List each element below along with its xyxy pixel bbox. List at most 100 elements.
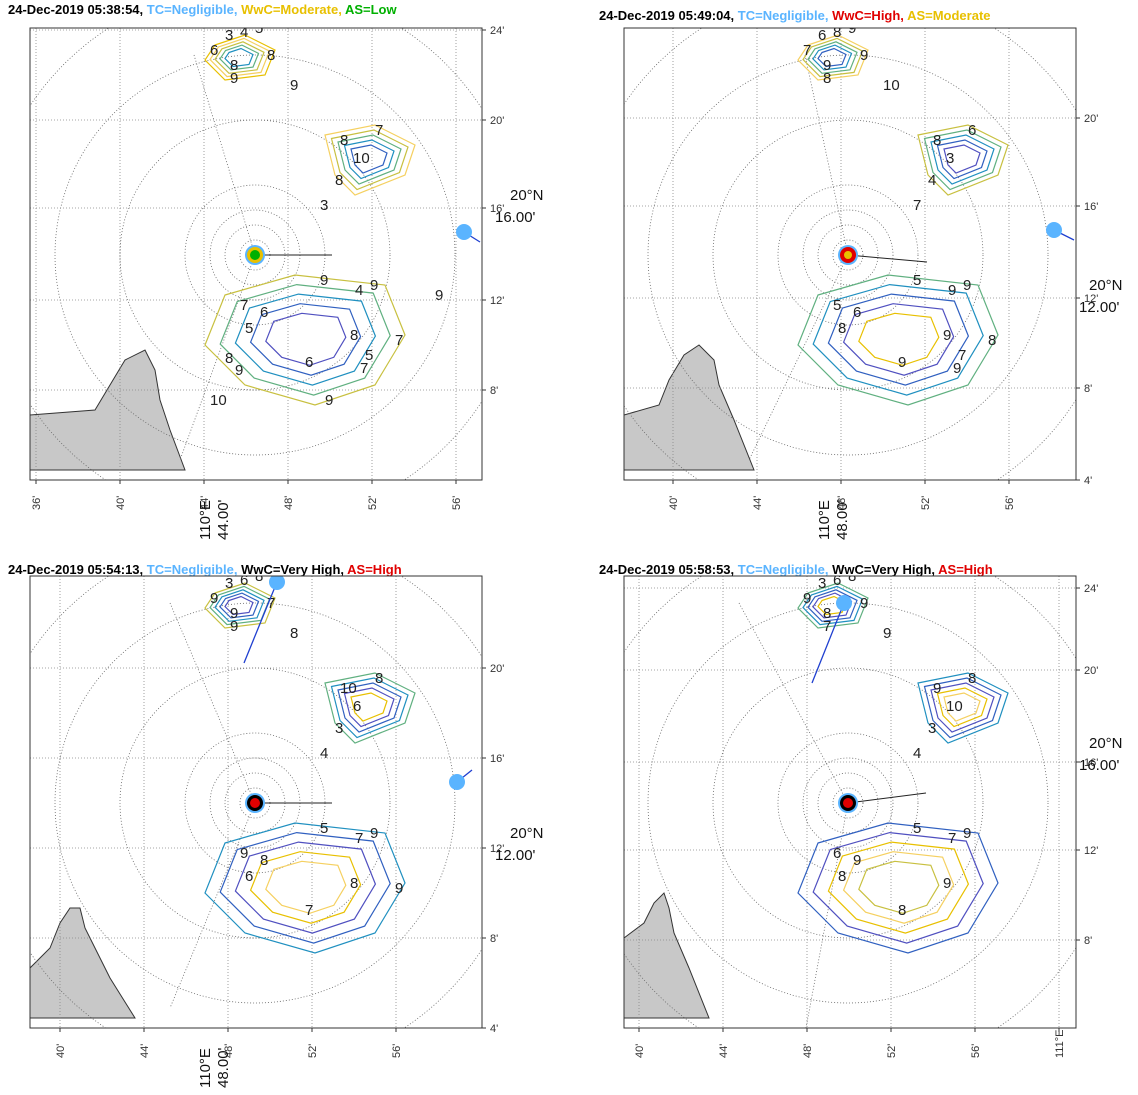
contour-label: 9: [943, 327, 951, 344]
ship-marker: [449, 774, 465, 790]
range-ring: [712, 119, 984, 391]
contour-label: 7: [360, 360, 368, 377]
y-axis-label: 20°N: [1089, 735, 1123, 752]
center-marker-core: [843, 798, 853, 808]
landmass: [624, 892, 710, 1019]
contour-label: 8: [255, 568, 263, 585]
contour-label: 4: [355, 282, 363, 299]
range-ring: [119, 119, 391, 391]
plot-frame: [623, 575, 1077, 1029]
y-tick-label: 20': [490, 663, 504, 675]
contour-line: [817, 595, 847, 616]
contour-line: [802, 37, 864, 78]
contour-label: 7: [823, 618, 831, 635]
sector-line: [805, 802, 849, 1028]
contour-line: [802, 585, 864, 626]
center-marker-core: [250, 798, 260, 808]
range-ring: [817, 772, 879, 834]
contour-line: [842, 851, 955, 924]
y-tick-label: 8': [490, 385, 498, 397]
contour-label: 9: [210, 590, 218, 607]
contour-label: 9: [290, 77, 298, 94]
contour-line: [324, 672, 416, 744]
contour-line: [249, 851, 362, 924]
contour-line: [219, 831, 391, 944]
contour-label: 5: [320, 820, 328, 837]
contour-label: 6: [818, 27, 826, 44]
contour-line: [797, 822, 999, 954]
contour-line: [224, 595, 254, 616]
contour-label: 3: [225, 575, 233, 592]
sector-line: [169, 602, 256, 804]
contour-line: [812, 592, 853, 619]
y-tick-label: 16': [1084, 201, 1098, 213]
contour-label: 5: [245, 320, 253, 337]
contour-line: [330, 129, 409, 191]
x-tick-label: 52': [886, 1044, 898, 1058]
contour-line: [817, 47, 847, 68]
contour-label: 9: [963, 277, 971, 294]
wwc-status: WwC=Very High,: [241, 562, 345, 577]
contour-label: 8: [898, 902, 906, 919]
contour-label: 9: [898, 354, 906, 371]
contour-line: [350, 692, 388, 722]
range-ring: [777, 184, 919, 326]
landmass: [30, 349, 186, 471]
contour-label: 4: [240, 24, 248, 41]
contour-label: 9: [235, 362, 243, 379]
contour-line: [797, 274, 999, 406]
contour-label: 10: [946, 698, 963, 715]
contour-label: 8: [838, 868, 846, 885]
wwc-status: WwC=Very High,: [832, 562, 936, 577]
contour-line: [214, 589, 265, 622]
contour-label: 6: [240, 572, 248, 589]
contour-label: 8: [848, 568, 856, 585]
contour-line: [943, 692, 981, 722]
contour-label: 5: [913, 272, 921, 289]
tc-status: TC=Negligible,: [146, 562, 238, 577]
range-ring: [712, 667, 984, 939]
x-tick-label: 56': [1004, 496, 1016, 510]
wwc-status: WwC=Moderate,: [241, 2, 342, 17]
contour-label: 9: [948, 282, 956, 299]
contour-label: 5: [833, 297, 841, 314]
y-tick-label: 8': [1084, 383, 1092, 395]
contour-line: [209, 37, 271, 78]
contour-line: [265, 860, 347, 914]
as-status: AS=Moderate: [907, 8, 991, 23]
x-tick-label: 40': [668, 496, 680, 510]
ship-marker: [1046, 222, 1062, 238]
contour-label: 6: [353, 698, 361, 715]
x-tick-label: 44': [718, 1044, 730, 1058]
contour-line: [917, 672, 1009, 744]
y-tick-label: 20': [490, 115, 504, 127]
x-axis-label: 110°E: [816, 500, 833, 540]
plot-frame: [29, 27, 483, 481]
contour-line: [858, 860, 940, 914]
ship-track: [243, 581, 278, 664]
y-axis-label: 12.00': [1079, 299, 1120, 316]
contour-line: [858, 312, 940, 366]
wwc-status: WwC=High,: [832, 8, 904, 23]
contour-label: 9: [320, 272, 328, 289]
sector-line: [179, 254, 256, 461]
contour-label: 7: [913, 197, 921, 214]
contour-line: [204, 34, 276, 81]
contour-label: 8: [933, 132, 941, 149]
contour-label: 9: [230, 605, 238, 622]
contour-label: 9: [230, 70, 238, 87]
contour-label: 9: [848, 20, 856, 37]
x-tick-label: 36': [31, 496, 43, 510]
x-tick-label: 52': [367, 496, 379, 510]
x-axis-label: 110°E: [197, 1048, 214, 1088]
contour-label: 7: [240, 297, 248, 314]
x-tick-label: 56': [391, 1044, 403, 1058]
x-tick-label: 48': [223, 1044, 235, 1058]
contour-line: [219, 592, 260, 619]
as-status: AS=Low: [344, 2, 397, 17]
contour-label: 10: [340, 680, 357, 697]
y-tick-label: 8': [490, 933, 498, 945]
contour-label: 9: [325, 392, 333, 409]
